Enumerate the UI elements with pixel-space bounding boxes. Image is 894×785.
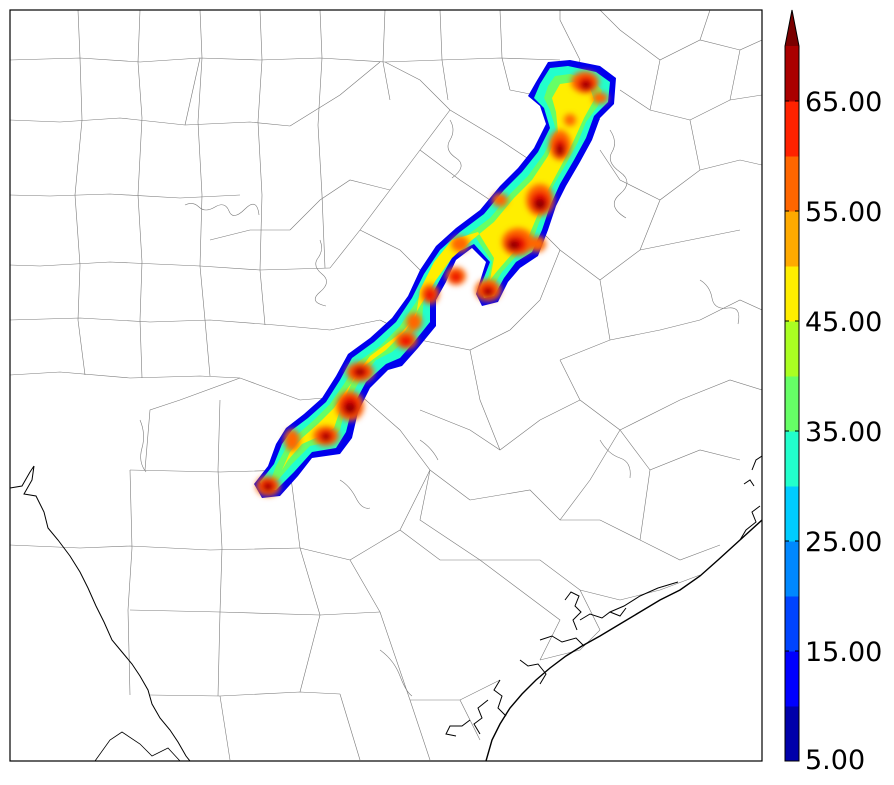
coastline <box>485 519 762 761</box>
colorbar-tick-label: 45.00 <box>805 307 882 338</box>
colorbar-segment <box>785 266 799 322</box>
bays <box>445 455 762 737</box>
reflectivity-field <box>254 60 616 498</box>
colorbar-tick-label: 25.00 <box>805 527 882 558</box>
colorbar-segment <box>785 46 799 102</box>
colorbar-segment <box>785 156 799 212</box>
colorbar-segment <box>785 321 799 377</box>
colorbar-tick-label: 65.00 <box>805 87 882 118</box>
state-border-south <box>94 731 181 761</box>
colorbar-segment <box>785 376 799 432</box>
echo-cores-darkred <box>264 81 591 491</box>
river-lines <box>139 119 740 697</box>
map-frame-background <box>10 10 762 761</box>
colorbar-segment <box>785 596 799 652</box>
map-frame <box>9 9 763 762</box>
colorbar-segment <box>785 541 799 597</box>
colorbar-extend-arrow <box>785 10 799 46</box>
echo-layer-yellow <box>282 82 594 470</box>
colorbar-segment <box>785 431 799 487</box>
colorbar: 5.00 15.00 25.00 35.00 45.00 55.00 65.00 <box>784 9 882 776</box>
colorbar-tick-label: 5.00 <box>805 745 865 776</box>
colorbar-segment <box>785 101 799 157</box>
county-boundaries <box>10 10 762 761</box>
colorbar-tick-label: 35.00 <box>805 417 882 448</box>
colorbar-segment <box>785 706 799 762</box>
colorbar-segment <box>785 486 799 542</box>
colorbar-tick-label: 15.00 <box>805 637 882 668</box>
colorbar-segment <box>785 651 799 707</box>
colorbar-segment <box>785 211 799 267</box>
colorbar-tick-label: 55.00 <box>805 197 882 228</box>
state-border <box>10 465 191 761</box>
